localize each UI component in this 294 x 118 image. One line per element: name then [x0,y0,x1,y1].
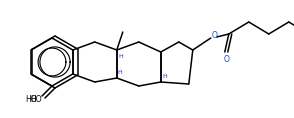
Text: HO: HO [30,95,42,105]
Text: Ḣ: Ḣ [117,70,122,76]
Text: O: O [223,55,229,65]
Text: HO: HO [25,95,37,103]
Text: H: H [118,53,123,59]
Text: Ḣ: Ḣ [162,74,167,80]
Text: O: O [212,30,218,40]
